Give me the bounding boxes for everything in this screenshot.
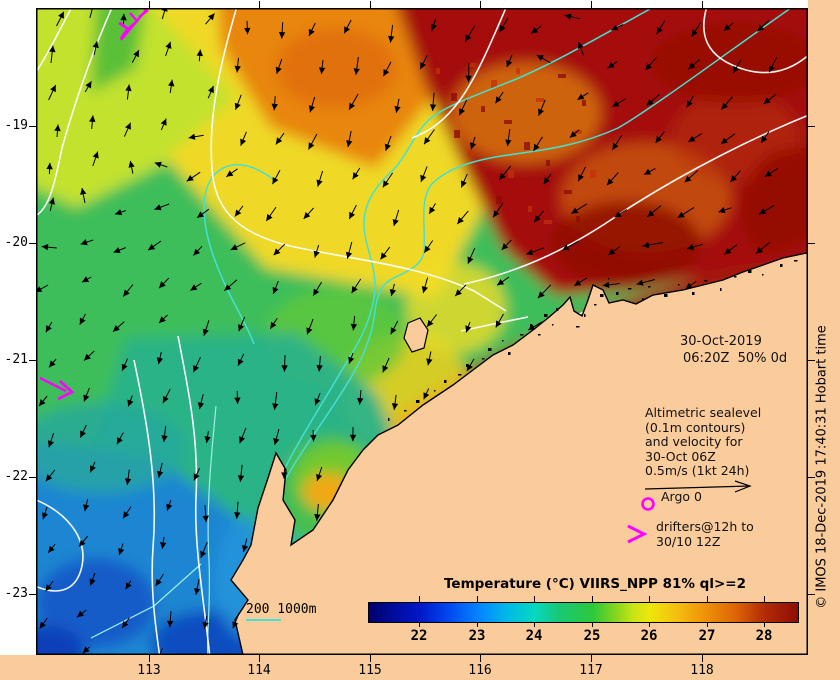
credit-text: © IMOS 18-Dec-2019 17:40:31 Hobart time (814, 325, 830, 609)
y-tick-label: -20 (4, 235, 28, 250)
drifter-track-icon (39, 8, 149, 401)
argo-legend-label: Argo 0 (661, 489, 702, 504)
altimetric-note: Altimetric sealevel (0.1m contours) and … (645, 405, 762, 478)
right-margin (808, 0, 840, 680)
colorbar-tick-label: 23 (468, 628, 486, 644)
colorbar-tick-label: 28 (755, 628, 773, 644)
x-tick-label: 116 (468, 663, 492, 678)
colorbar-title: Temperature (°C) VIIRS_NPP 81% ql>=2 (444, 576, 746, 592)
colorbar-tick-label: 25 (583, 628, 601, 644)
map-frame (36, 8, 808, 655)
colorbar-tick-label: 24 (525, 628, 543, 644)
drifters-legend-label: drifters@12h to 30/10 12Z (656, 519, 754, 549)
islands (388, 260, 798, 421)
y-tick-label: -22 (4, 469, 28, 484)
map-plot (36, 8, 808, 655)
y-tick-label: -21 (4, 352, 28, 367)
bathy-legend-label: 200 1000m (246, 602, 317, 617)
colorbar (368, 602, 799, 623)
date-label: 30-Oct-2019 (680, 334, 762, 349)
bathy-legend-line (246, 619, 281, 621)
x-tick-label: 113 (137, 663, 161, 678)
colorbar-tick-label: 26 (640, 628, 658, 644)
velocity-scale-arrow-icon (644, 480, 752, 493)
velocity-arrows (36, 8, 779, 655)
land (230, 251, 808, 655)
bottom-margin (0, 655, 840, 680)
argo-marker-icon (641, 497, 655, 511)
x-tick-label: 114 (247, 663, 271, 678)
colorbar-tick-label: 27 (698, 628, 716, 644)
sst-pixel-texture (436, 63, 596, 224)
y-tick-label: -23 (4, 586, 28, 601)
time-label: 06:20Z 50% 0d (683, 351, 788, 366)
x-tick-label: 117 (579, 663, 603, 678)
y-tick-label: -19 (4, 118, 28, 133)
drifter-legend-icon (627, 524, 648, 544)
x-tick-label: 115 (358, 663, 382, 678)
x-tick-label: 118 (690, 663, 714, 678)
colorbar-tick-label: 22 (410, 628, 428, 644)
